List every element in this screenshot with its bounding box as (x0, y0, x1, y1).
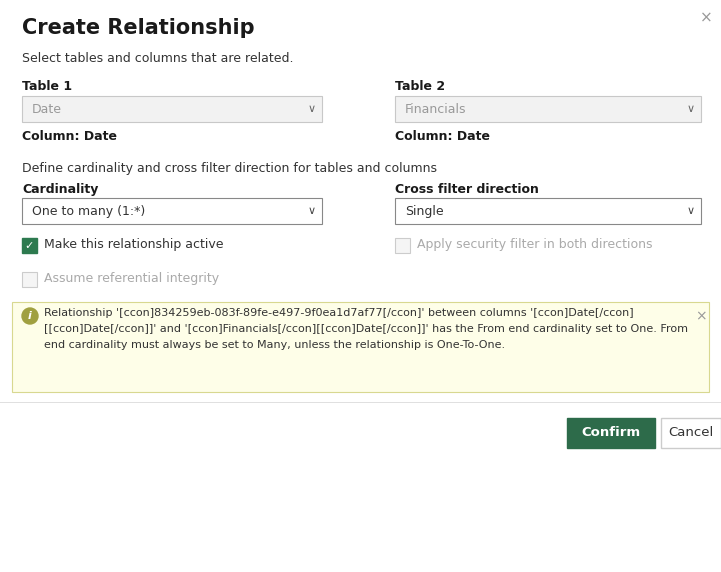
Text: Financials: Financials (405, 103, 466, 116)
Text: Define cardinality and cross filter direction for tables and columns: Define cardinality and cross filter dire… (22, 162, 437, 175)
Bar (661, 418, 721, 448)
Bar (22, 96, 322, 122)
Bar (395, 238, 410, 253)
Bar (395, 198, 701, 224)
Text: Make this relationship active: Make this relationship active (44, 238, 224, 251)
Text: Select tables and columns that are related.: Select tables and columns that are relat… (22, 52, 293, 65)
Text: Apply security filter in both directions: Apply security filter in both directions (417, 238, 653, 251)
Text: Table 2: Table 2 (395, 80, 445, 93)
Text: ∨: ∨ (687, 206, 695, 216)
Text: ×: × (699, 10, 712, 25)
Text: Table 1: Table 1 (22, 80, 72, 93)
Bar (22, 198, 322, 224)
Text: Single: Single (405, 205, 443, 218)
Bar (12, 302, 709, 392)
Text: Cardinality: Cardinality (22, 183, 98, 196)
Text: end cardinality must always be set to Many, unless the relationship is One-To-On: end cardinality must always be set to Ma… (44, 340, 505, 350)
Bar (567, 418, 655, 448)
Bar (0, 402, 721, 403)
Text: ×: × (695, 309, 707, 323)
Text: Create Relationship: Create Relationship (22, 18, 255, 38)
Text: Cancel: Cancel (668, 427, 714, 439)
Text: Relationship '[ccon]834259eb-083f-89fe-e497-9f0ea1d7af77[/ccon]' between columns: Relationship '[ccon]834259eb-083f-89fe-e… (44, 308, 634, 318)
Text: Cross filter direction: Cross filter direction (395, 183, 539, 196)
Bar (395, 96, 701, 122)
Text: Assume referential integrity: Assume referential integrity (44, 272, 219, 285)
Text: One to many (1:*): One to many (1:*) (32, 205, 145, 218)
Text: ∨: ∨ (308, 104, 316, 114)
Bar (22, 238, 37, 253)
Text: ∨: ∨ (308, 206, 316, 216)
Text: i: i (28, 311, 32, 321)
Text: Column: Date: Column: Date (395, 130, 490, 143)
Text: Column: Date: Column: Date (22, 130, 117, 143)
Text: Confirm: Confirm (581, 427, 640, 439)
Text: ✓: ✓ (25, 240, 34, 251)
Text: [[ccon]Date[/ccon]]' and '[ccon]Financials[/ccon][[ccon]Date[/ccon]]' has the Fr: [[ccon]Date[/ccon]]' and '[ccon]Financia… (44, 324, 688, 334)
Text: Date: Date (32, 103, 62, 116)
Bar (22, 272, 37, 287)
Circle shape (22, 308, 38, 324)
Text: ∨: ∨ (687, 104, 695, 114)
